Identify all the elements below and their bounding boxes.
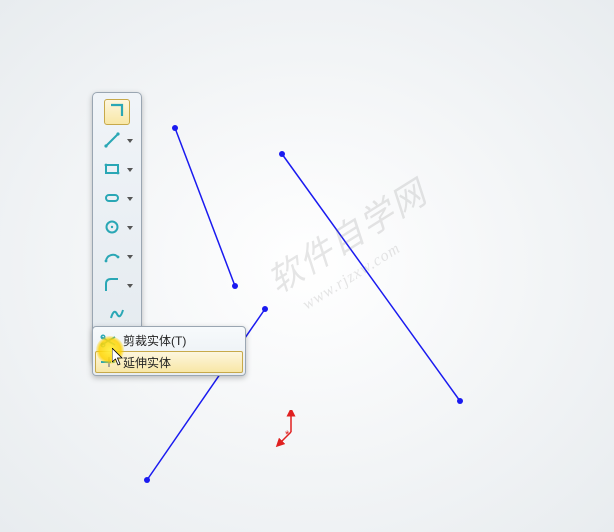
arc-icon xyxy=(103,247,121,268)
sketch-endpoint[interactable] xyxy=(144,477,150,483)
spline-icon xyxy=(108,305,126,326)
fillet-icon xyxy=(103,276,121,297)
sketch-toolbar xyxy=(92,92,142,364)
trim-entities-label: 剪裁实体(T) xyxy=(123,332,186,349)
watermark-main: 软件自学网 xyxy=(262,175,434,302)
extend-icon xyxy=(99,353,117,371)
sketch-corner-rect-button[interactable] xyxy=(104,99,130,125)
sketch-rect-dropdown[interactable] xyxy=(125,157,135,183)
extend-entities-label: 延伸实体 xyxy=(123,354,171,371)
sketch-endpoint[interactable] xyxy=(232,283,238,289)
sketch-arc-button[interactable] xyxy=(99,244,125,270)
trim-entities-menuitem[interactable]: 剪裁实体(T) xyxy=(95,329,243,351)
sketch-line[interactable] xyxy=(282,154,460,401)
line-icon xyxy=(103,131,121,152)
rect-icon xyxy=(103,160,121,181)
sketch-circle-button[interactable] xyxy=(99,215,125,241)
circle-icon xyxy=(103,218,121,239)
sketch-endpoint[interactable] xyxy=(262,306,268,312)
sketch-endpoint[interactable] xyxy=(172,125,178,131)
sketch-circle-dropdown[interactable] xyxy=(125,215,135,241)
svg-text:*: * xyxy=(285,429,290,441)
sketch-slot-dropdown[interactable] xyxy=(125,186,135,212)
extend-entities-menuitem[interactable]: 延伸实体 xyxy=(95,351,243,373)
watermark-url: www.rjzxw.com xyxy=(300,240,404,315)
watermark-text: 软件自学网 xyxy=(257,166,436,303)
sketch-line-dropdown[interactable] xyxy=(125,128,135,154)
sketch-arc-dropdown[interactable] xyxy=(125,244,135,270)
sketch-fillet-button[interactable] xyxy=(99,273,125,299)
trim-icon xyxy=(99,331,117,349)
slot-icon xyxy=(103,189,121,210)
watermark-sub: www.rjzxw.com xyxy=(300,240,404,314)
sketch-fillet-dropdown[interactable] xyxy=(125,273,135,299)
origin-marker: * xyxy=(273,410,313,450)
sketch-line[interactable] xyxy=(175,128,235,286)
sketch-endpoint[interactable] xyxy=(457,398,463,404)
sketch-line-button[interactable] xyxy=(99,128,125,154)
sketch-endpoint[interactable] xyxy=(279,151,285,157)
corner-icon xyxy=(108,102,126,123)
sketch-rect-button[interactable] xyxy=(99,157,125,183)
trim-flyout-menu: 剪裁实体(T) 延伸实体 xyxy=(92,326,246,376)
sketch-spline-button[interactable] xyxy=(104,302,130,328)
sketch-slot-button[interactable] xyxy=(99,186,125,212)
